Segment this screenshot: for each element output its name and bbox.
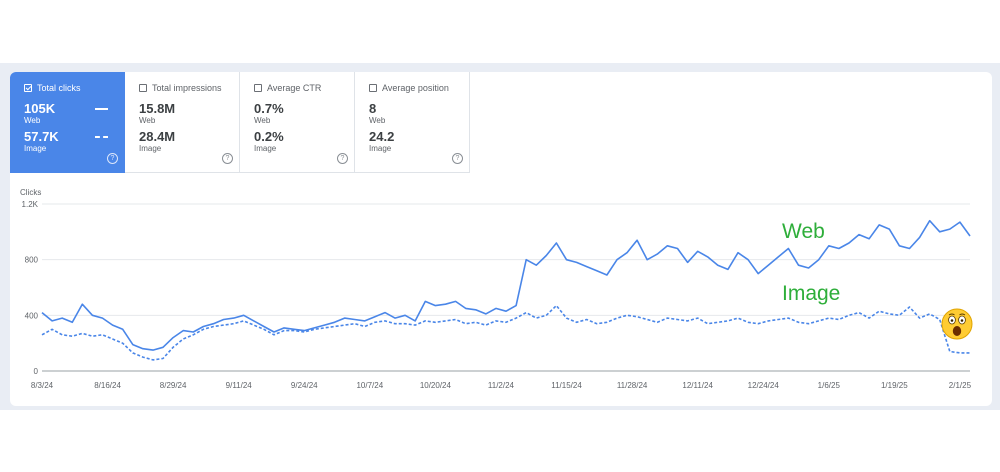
metric-label: Average CTR — [267, 83, 322, 93]
metric-web-label: Web — [369, 116, 386, 125]
x-tick-label: 10/7/24 — [356, 381, 383, 390]
x-tick-label: 11/15/24 — [551, 381, 582, 390]
x-tick-label: 8/3/24 — [31, 381, 54, 390]
metric-total-clicks[interactable]: Total clicks 105K Web 57.7K Image ? — [10, 72, 125, 173]
x-tick-label: 9/11/24 — [226, 381, 253, 390]
x-tick-label: 11/28/24 — [617, 381, 648, 390]
annotation-image: Image — [782, 282, 840, 305]
y-tick-label: 400 — [25, 311, 39, 320]
metric-web-label: Web — [254, 116, 271, 125]
x-tick-label: 2/1/25 — [949, 381, 972, 390]
x-tick-label: 8/16/24 — [94, 381, 121, 390]
metric-label: Total impressions — [152, 83, 222, 93]
dashed-line-legend-icon — [95, 136, 108, 138]
metric-image-label: Image — [254, 144, 277, 153]
metric-web-value: 105K — [24, 101, 56, 116]
help-icon[interactable]: ? — [337, 153, 348, 164]
solid-line-legend-icon — [95, 108, 108, 110]
metric-label: Total clicks — [37, 83, 81, 93]
metric-total-impressions[interactable]: Total impressions 15.8M Web 28.4M Image … — [125, 72, 240, 173]
metric-image-label: Image — [369, 144, 392, 153]
metric-image-label: Image — [24, 144, 47, 153]
shocked-face-icon — [941, 308, 973, 340]
y-axis-title: Clicks — [20, 188, 41, 197]
x-tick-label: 11/2/24 — [488, 381, 515, 390]
y-tick-label: 1.2K — [22, 200, 39, 209]
chart-grid — [42, 203, 970, 372]
help-icon[interactable]: ? — [452, 153, 463, 164]
metric-image-value: 57.7K — [24, 129, 59, 144]
x-tick-label: 8/29/24 — [160, 381, 187, 390]
metric-web-value: 8 — [369, 101, 377, 116]
metric-average-position[interactable]: Average position 8 Web 24.2 Image ? — [355, 72, 470, 173]
x-tick-label: 9/24/24 — [291, 381, 318, 390]
y-axis-ticks: 0 400 800 1.2K — [22, 200, 39, 376]
x-tick-label: 12/24/24 — [748, 381, 780, 390]
y-tick-label: 800 — [25, 256, 39, 265]
help-icon[interactable]: ? — [107, 153, 118, 164]
checkbox-icon[interactable] — [369, 84, 377, 92]
performance-card: Total clicks 105K Web 57.7K Image ? Tota… — [10, 72, 992, 406]
metric-image-label: Image — [139, 144, 162, 153]
x-tick-label: 10/20/24 — [420, 381, 452, 390]
checkbox-icon[interactable] — [139, 84, 147, 92]
x-tick-label: 1/6/25 — [818, 381, 841, 390]
series-line-image[interactable] — [41, 304, 970, 361]
checkbox-checked-icon[interactable] — [24, 84, 32, 92]
metric-average-ctr[interactable]: Average CTR 0.7% Web 0.2% Image ? — [240, 72, 355, 173]
metric-image-value: 0.2% — [254, 129, 284, 144]
chart-series[interactable] — [41, 219, 971, 361]
metric-web-label: Web — [139, 116, 156, 125]
x-axis-ticks: 8/3/24 8/16/24 8/29/24 9/11/24 9/24/24 10/7/2… — [31, 381, 972, 390]
series-line-web[interactable] — [41, 219, 971, 351]
checkbox-icon[interactable] — [254, 84, 262, 92]
metric-web-value: 0.7% — [254, 101, 284, 116]
x-tick-label: 12/11/24 — [682, 381, 713, 390]
metric-web-label: Web — [24, 116, 41, 125]
help-icon[interactable]: ? — [222, 153, 233, 164]
y-tick-label: 0 — [34, 367, 39, 376]
annotation-web: Web — [782, 220, 825, 243]
metric-web-value: 15.8M — [139, 101, 176, 116]
metric-image-value: 28.4M — [139, 129, 176, 144]
metric-label: Average position — [382, 83, 449, 93]
x-tick-label: 1/19/25 — [881, 381, 908, 390]
metric-image-value: 24.2 — [369, 129, 395, 144]
